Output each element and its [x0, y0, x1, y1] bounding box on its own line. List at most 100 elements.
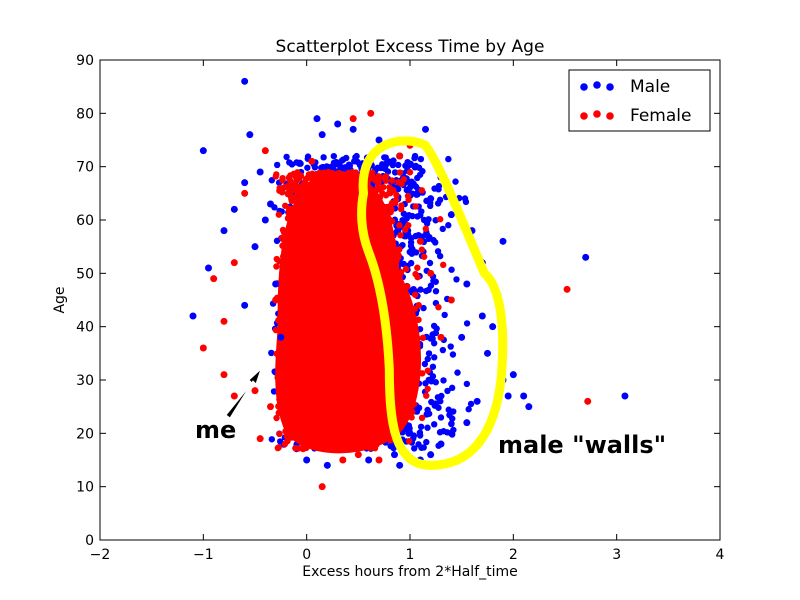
- male-point: [422, 125, 429, 133]
- female-point: [349, 115, 357, 123]
- female-point: [402, 265, 410, 273]
- female-point: [387, 208, 394, 216]
- female-point: [400, 176, 408, 183]
- female-point: [405, 222, 412, 229]
- male-point: [407, 239, 415, 246]
- male-point: [431, 354, 438, 361]
- female-point: [420, 253, 428, 260]
- male-point: [313, 115, 321, 123]
- male-point: [342, 154, 350, 162]
- legend-male-label: Male: [630, 77, 670, 97]
- female-point: [375, 456, 383, 464]
- female-point: [292, 173, 300, 181]
- female-point: [210, 275, 218, 283]
- female-point: [396, 152, 404, 160]
- male-point: [431, 185, 438, 192]
- male-point: [411, 445, 418, 452]
- legend: Male Female: [568, 69, 711, 132]
- annotation-me: me: [195, 416, 236, 444]
- x-tick-label: −1: [193, 547, 214, 563]
- female-point: [367, 109, 375, 117]
- male-point: [453, 276, 460, 283]
- female-point: [288, 197, 295, 205]
- y-tick-label: 60: [76, 213, 94, 229]
- male-point: [400, 260, 407, 268]
- walls-highlight-outline: [357, 136, 508, 470]
- male-point: [429, 363, 437, 370]
- male-point: [270, 388, 278, 395]
- x-axis-title: Excess hours from 2*Half_time: [302, 564, 518, 580]
- male-point: [412, 183, 419, 190]
- female-point: [308, 157, 316, 165]
- male-point: [489, 323, 497, 331]
- male-point: [447, 429, 455, 437]
- female-point: [309, 170, 316, 177]
- female-point: [418, 187, 426, 194]
- female-point: [386, 188, 393, 196]
- female-point: [405, 437, 413, 445]
- female-point: [281, 183, 289, 191]
- male-point: [380, 163, 387, 170]
- female-point: [424, 385, 431, 393]
- male-point: [424, 355, 432, 363]
- male-point: [417, 423, 425, 430]
- y-tick-label: 0: [85, 533, 94, 549]
- male-point: [413, 408, 421, 415]
- female-point: [440, 261, 447, 269]
- female-point: [427, 269, 435, 277]
- male-point: [504, 392, 512, 400]
- male-point: [441, 311, 448, 319]
- legend-female-dot: [606, 112, 614, 120]
- male-point: [400, 210, 408, 217]
- female-point: [393, 191, 400, 199]
- chart-title: Scatterplot Excess Time by Age: [276, 37, 545, 57]
- female-point: [375, 178, 382, 185]
- male-point: [230, 205, 238, 213]
- male-point: [272, 280, 280, 288]
- female-point: [584, 397, 592, 405]
- x-tick-label: 1: [406, 547, 415, 563]
- male-point: [241, 301, 249, 309]
- male-point: [440, 377, 447, 384]
- female-point: [375, 173, 382, 180]
- female-point: [220, 371, 228, 379]
- walls-highlight-layer: [357, 136, 508, 470]
- male-point: [447, 343, 454, 350]
- male-point: [484, 349, 491, 357]
- male-point: [445, 222, 452, 229]
- male-point: [365, 456, 373, 464]
- female-point: [279, 177, 286, 184]
- legend-male-dot: [606, 83, 614, 91]
- male-point: [276, 438, 284, 445]
- y-tick-label: 10: [76, 480, 94, 496]
- female-point: [276, 187, 283, 194]
- female-point: [276, 430, 283, 438]
- male-point: [427, 451, 435, 459]
- male-point: [318, 131, 326, 139]
- female-point: [412, 270, 419, 278]
- female-point: [230, 392, 238, 400]
- female-point: [272, 173, 279, 180]
- female-point: [369, 173, 376, 180]
- annotations-layer: me male "walls": [193, 367, 669, 462]
- legend-male-dot: [593, 81, 601, 89]
- male-point: [345, 161, 353, 168]
- male-point: [405, 211, 413, 219]
- male-point: [448, 266, 455, 273]
- male-point: [411, 152, 419, 160]
- y-tick-label: 30: [76, 373, 94, 389]
- male-point: [426, 259, 434, 267]
- female-point: [274, 444, 282, 452]
- male-point: [418, 208, 425, 215]
- male-point: [349, 125, 357, 133]
- male-point: [448, 384, 456, 392]
- male-point: [437, 440, 445, 448]
- male-point: [444, 387, 451, 395]
- male-point: [334, 120, 342, 128]
- male-point: [582, 253, 590, 261]
- male-point: [439, 346, 447, 354]
- male-point: [421, 360, 429, 368]
- y-tick-label: 50: [76, 266, 94, 282]
- male-point: [375, 136, 383, 144]
